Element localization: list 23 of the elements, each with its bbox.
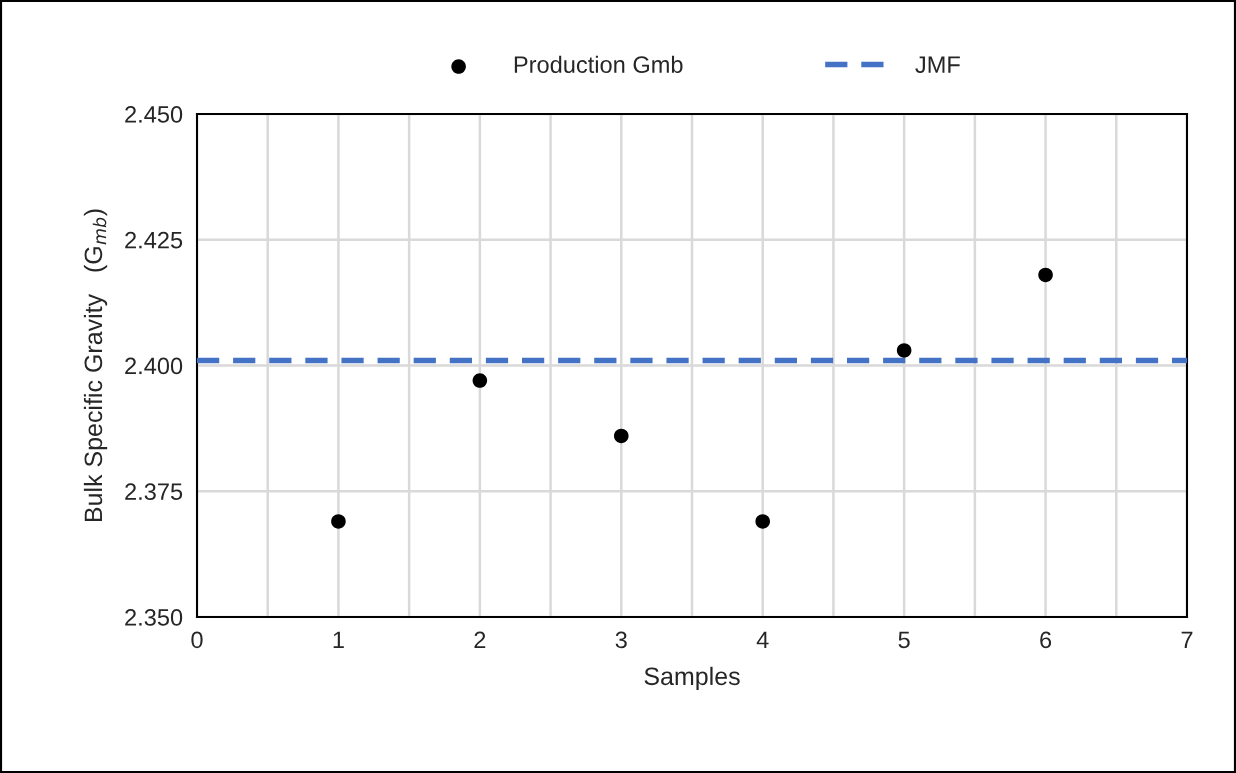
- y-tick-label: 2.450: [125, 106, 183, 123]
- x-axis-title: Samples: [644, 666, 740, 691]
- legend-label: JMF: [915, 56, 960, 73]
- y-tick-label: 2.400: [125, 357, 183, 375]
- x-tick-label: 2: [474, 631, 486, 648]
- y-tick-label: 2.425: [125, 231, 183, 249]
- x-tick-label: 3: [615, 631, 627, 649]
- point: [331, 514, 346, 529]
- x-tick-label: 6: [1040, 631, 1052, 649]
- y-tick-label: 2.350: [125, 609, 183, 626]
- x-tick-label: 4: [756, 631, 769, 648]
- y-tick-label: 2.375: [125, 483, 183, 501]
- x-tick-label: 1: [333, 631, 344, 648]
- point: [472, 373, 488, 388]
- legend-label: Production Gmb: [514, 55, 683, 73]
- point: [896, 343, 912, 358]
- point: [614, 428, 629, 444]
- x-tick-label: 0: [191, 631, 203, 649]
- x-tick-label: 7: [1181, 631, 1193, 648]
- point: [755, 514, 770, 529]
- y-axis-title: Bulk Specific Gravity (G$_{mb}$): [83, 209, 108, 522]
- point: [1038, 267, 1053, 283]
- x-tick-label: 5: [898, 631, 910, 649]
